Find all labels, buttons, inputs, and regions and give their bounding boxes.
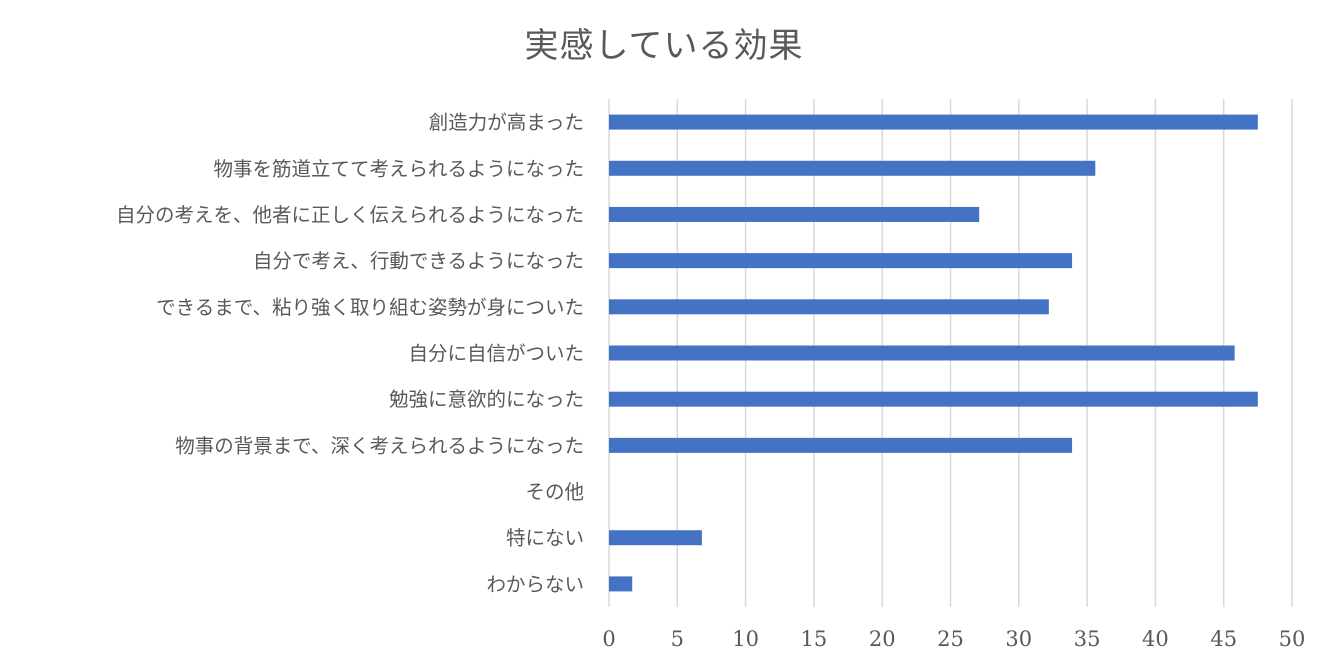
bar (609, 253, 1073, 269)
bar (609, 206, 980, 222)
bar (609, 345, 1235, 361)
bars (609, 114, 1258, 592)
category-label: 勉強に意欲的になった (389, 388, 584, 411)
x-tick-label: 0 (602, 627, 615, 651)
x-tick-label: 30 (1005, 627, 1032, 651)
bar (609, 576, 633, 592)
x-tick-label: 5 (671, 627, 684, 651)
category-label: 物事を筋道立てて考えられるようになった (213, 157, 584, 180)
bar (609, 437, 1073, 453)
x-tick-label: 15 (801, 627, 828, 651)
category-label: わからない (486, 573, 584, 596)
category-labels: 創造力が高まった物事を筋道立てて考えられるようになった自分の考えを、他者に正しく… (116, 111, 584, 596)
category-label: 自分に自信がついた (408, 342, 584, 365)
category-label: 特にない (506, 527, 584, 550)
x-tick-label: 45 (1210, 627, 1237, 651)
x-tick-label: 10 (732, 627, 759, 651)
bar (609, 114, 1258, 130)
category-label: 自分の考えを、他者に正しく伝えられるようになった (116, 203, 584, 226)
category-label: 創造力が高まった (429, 111, 584, 134)
x-tick-label: 20 (869, 627, 896, 651)
chart-title: 実感している効果 (524, 26, 804, 66)
x-tick-label: 35 (1074, 627, 1101, 651)
category-label: 自分で考え、行動できるようになった (253, 250, 584, 273)
bar (609, 160, 1096, 176)
x-tick-label: 40 (1142, 627, 1169, 651)
category-label: 物事の背景まで、深く考えられるようになった (175, 434, 584, 457)
x-tick-label: 50 (1279, 627, 1306, 651)
bar (609, 391, 1258, 407)
bar (609, 530, 702, 546)
category-label: その他 (525, 481, 584, 504)
category-label: できるまで、粘り強く取り組む姿勢が身についた (156, 296, 584, 319)
x-tick-labels: 0 5 10 15 20 25 30 35 40 45 50 (602, 627, 1305, 651)
x-tick-label: 25 (937, 627, 964, 651)
bar (609, 299, 1049, 315)
